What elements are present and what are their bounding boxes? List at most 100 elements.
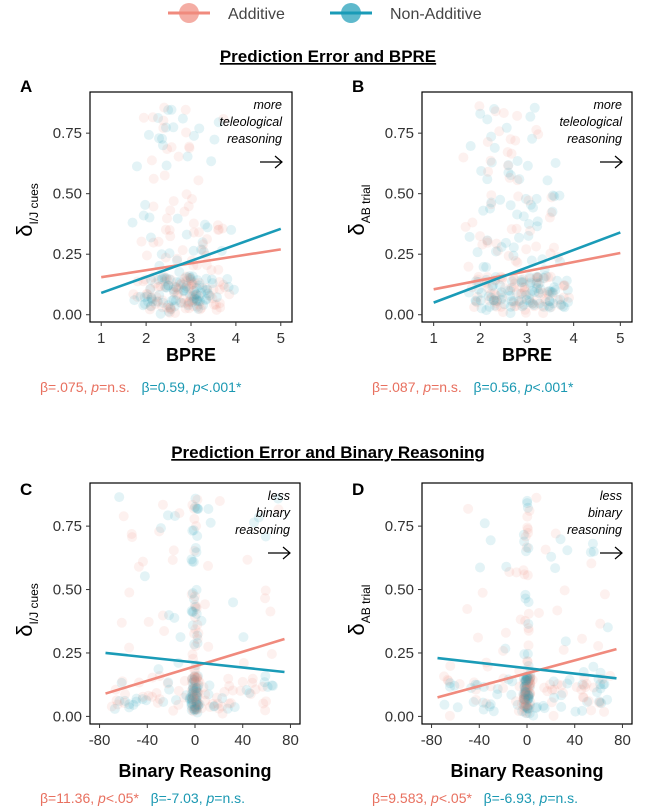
scatter-point: [522, 648, 533, 659]
scatter-point: [189, 545, 200, 556]
scatter-point: [119, 695, 130, 706]
scatter-point: [258, 698, 269, 709]
scatter-point: [191, 691, 202, 702]
scatter-point: [496, 287, 507, 298]
scatter-point: [552, 275, 563, 286]
scatter-point: [165, 302, 176, 313]
scatter-point: [196, 703, 207, 714]
scatter-point: [192, 275, 203, 286]
scatter-point: [511, 223, 522, 234]
scatter-point: [117, 676, 128, 687]
scatter-point: [523, 693, 534, 704]
scatter-point: [181, 281, 192, 292]
scatter-point: [515, 614, 526, 625]
scatter-point: [190, 684, 201, 695]
scatter-point: [191, 686, 202, 697]
scatter-point: [481, 262, 492, 273]
y-tick-label: 0.75: [53, 125, 82, 142]
scatter-point: [209, 701, 220, 712]
y-tick-label: 0.75: [385, 518, 414, 535]
scatter-point: [552, 679, 563, 690]
scatter-point: [483, 166, 494, 177]
scatter-point: [169, 286, 180, 297]
scatter-point: [219, 282, 230, 293]
scatter-point: [144, 304, 155, 315]
scatter-point: [191, 699, 202, 710]
scatter-point: [197, 237, 208, 248]
scatter-point: [495, 194, 506, 205]
scatter-point: [523, 640, 534, 651]
scatter-point: [205, 702, 216, 713]
scatter-point: [512, 699, 523, 710]
scatter-point: [147, 691, 158, 702]
scatter-point: [533, 286, 544, 297]
scatter-point: [139, 292, 150, 303]
scatter-point: [520, 687, 531, 698]
scatter-point: [498, 645, 509, 656]
scatter-point: [229, 702, 240, 713]
scatter-point: [153, 664, 164, 675]
scatter-point: [262, 681, 273, 692]
scatter-point: [527, 674, 538, 685]
scatter-point: [559, 280, 570, 291]
scatter-point: [519, 681, 530, 692]
scatter-point: [520, 698, 531, 709]
scatter-point: [475, 231, 486, 242]
scatter-point: [138, 300, 149, 311]
scatter-point: [192, 687, 203, 698]
scatter-point: [187, 291, 198, 302]
scatter-point: [192, 672, 203, 683]
scatter-point: [522, 522, 533, 533]
scatter-point: [170, 295, 181, 306]
scatter-point: [519, 536, 530, 547]
scatter-point: [559, 280, 570, 291]
scatter-point: [188, 286, 199, 297]
scatter-point: [540, 296, 551, 307]
scatter-point: [562, 678, 573, 689]
scatter-point: [191, 601, 202, 612]
scatter-point: [496, 301, 507, 312]
scatter-point: [132, 291, 143, 302]
scatter-point: [559, 302, 570, 313]
scatter-point: [522, 672, 533, 683]
scatter-point: [595, 683, 606, 694]
scatter-point: [189, 692, 200, 703]
scatter-point: [519, 697, 530, 708]
scatter-point: [544, 302, 555, 313]
scatter-point: [527, 285, 538, 296]
scatter-point: [545, 271, 556, 282]
scatter-point: [157, 499, 168, 510]
scatter-point: [506, 282, 517, 293]
scatter-point: [191, 289, 202, 300]
scatter-point: [184, 141, 195, 152]
scatter-point: [192, 503, 203, 514]
scatter-point: [191, 683, 202, 694]
scatter-point: [163, 105, 174, 116]
scatter-point: [106, 701, 117, 712]
scatter-point: [492, 689, 503, 700]
scatter-point: [588, 661, 599, 672]
scatter-point: [558, 292, 569, 303]
scatter-point: [133, 561, 144, 572]
scatter-point: [489, 295, 500, 306]
scatter-point: [532, 216, 543, 227]
scatter-point: [549, 191, 560, 202]
scatter-point: [189, 594, 200, 605]
scatter-point: [114, 492, 125, 503]
scatter-point: [189, 277, 200, 288]
scatter-point: [531, 276, 542, 287]
scatter-point: [527, 298, 538, 309]
scatter-point: [200, 285, 211, 296]
scatter-point: [521, 687, 532, 698]
scatter-point: [543, 300, 554, 311]
scatter-point: [157, 140, 168, 151]
scatter-point: [525, 673, 536, 684]
scatter-point: [525, 279, 536, 290]
scatter-point: [522, 656, 533, 667]
scatter-point: [521, 684, 532, 695]
scatter-point: [519, 681, 530, 692]
scatter-point: [558, 688, 569, 699]
scatter-point: [439, 699, 450, 710]
scatter-point: [207, 698, 218, 709]
scatter-point: [217, 708, 228, 719]
